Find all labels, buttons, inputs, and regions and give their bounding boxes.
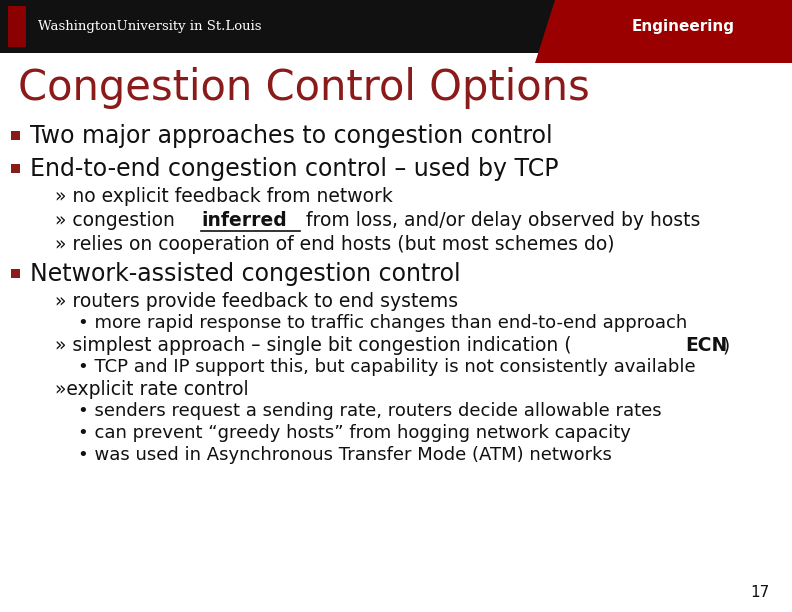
Text: ): ): [722, 336, 729, 355]
Text: » congestion: » congestion: [55, 211, 181, 230]
Text: End-to-end congestion control – used by TCP: End-to-end congestion control – used by …: [30, 157, 558, 181]
Text: » simplest approach – single bit congestion indication (: » simplest approach – single bit congest…: [55, 336, 572, 355]
Text: »explicit rate control: »explicit rate control: [55, 380, 249, 399]
Text: • TCP and IP support this, but capability is not consistently available: • TCP and IP support this, but capabilit…: [78, 358, 695, 376]
Polygon shape: [535, 0, 792, 63]
Text: Network-assisted congestion control: Network-assisted congestion control: [30, 262, 461, 286]
Text: ECN: ECN: [685, 336, 727, 355]
Text: Engineering: Engineering: [632, 19, 735, 34]
Text: WashingtonUniversity in St.Louis: WashingtonUniversity in St.Louis: [38, 20, 261, 33]
Text: from loss, and/or delay observed by hosts: from loss, and/or delay observed by host…: [300, 211, 701, 230]
Text: » relies on cooperation of end hosts (but most schemes do): » relies on cooperation of end hosts (bu…: [55, 235, 615, 254]
Text: • was used in Asynchronous Transfer Mode (ATM) networks: • was used in Asynchronous Transfer Mode…: [78, 446, 612, 464]
Text: inferred: inferred: [201, 211, 287, 230]
Text: • more rapid response to traffic changes than end-to-end approach: • more rapid response to traffic changes…: [78, 314, 687, 332]
Text: • senders request a sending rate, routers decide allowable rates: • senders request a sending rate, router…: [78, 402, 661, 420]
Text: • can prevent “greedy hosts” from hogging network capacity: • can prevent “greedy hosts” from hoggin…: [78, 424, 631, 442]
Text: » routers provide feedback to end systems: » routers provide feedback to end system…: [55, 292, 458, 311]
Bar: [11, 132, 20, 140]
Bar: [0, 0, 792, 53]
Text: Congestion Control Options: Congestion Control Options: [18, 67, 590, 109]
Text: » no explicit feedback from network: » no explicit feedback from network: [55, 187, 393, 206]
Bar: [11, 164, 20, 173]
Bar: [11, 269, 20, 278]
Text: Two major approaches to congestion control: Two major approaches to congestion contr…: [30, 124, 553, 148]
Text: 17: 17: [751, 585, 770, 600]
Bar: [8, 6, 26, 47]
